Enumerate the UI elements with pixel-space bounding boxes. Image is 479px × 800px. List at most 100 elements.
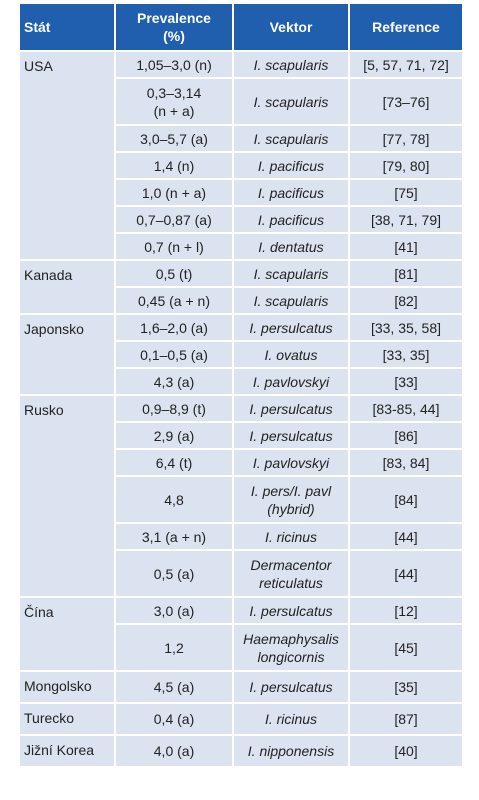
table-row: 0,7–0,87 (a) I. pacificus [38, 71, 79] [19,205,464,234]
state-cell: Turecko [18,702,116,736]
prevalence-cell: 4,8 [114,475,234,524]
vector-cell: I. pacificus [232,205,350,234]
prevalence-cell: 0,3–3,14 (n + a) [114,77,234,126]
prevalence-cell: 0,4 (a) [114,702,234,736]
vector-cell: I. persulcatus [232,596,350,625]
reference-cell: [75] [348,178,464,207]
table-row: 0,5 (a) Dermacentor reticulatus [44] [19,549,464,598]
prevalence-cell: 3,1 (a + n) [114,522,234,551]
table-row: Rusko 0,9–8,9 (t) I. persulcatus [83-85, 44… [18,394,464,598]
reference-cell: [86] [348,421,464,450]
reference-cell: [44] [348,522,464,551]
vector-cell: I. pavlovskyi [232,367,350,396]
table-row: Čína 3,0 (a) I. persulcatus [12] [18,596,464,672]
reference-cell: [83-85, 44] [348,394,464,423]
table-row: 3,0–5,7 (a) I. scapularis [77, 78] [19,124,464,153]
vector-cell: I. scapularis [232,286,350,315]
prevalence-cell: 0,7 (n + l) [114,232,234,261]
reference-cell: [41] [348,232,464,261]
vector-cell: I. pers/I. pavl (hybrid) [232,475,350,524]
header-cell: Stát [18,2,116,52]
prevalence-cell: 1,0 (n + a) [114,178,234,207]
table-row: 1,4 (n) I. pacificus [79, 80] [19,151,464,180]
table-row: 2,9 (a) I. persulcatus [86] [19,421,464,450]
table-row: 4,3 (a) I. pavlovskyi [33] [19,367,464,396]
reference-cell: [82] [348,286,464,315]
table-row: 0,3–3,14 (n + a) I. scapularis [73–76] [19,77,464,126]
vector-cell: I. scapularis [232,50,350,79]
state-cell: Mongolsko [18,670,116,704]
header-cell: Prevalence (%) [114,2,234,52]
vector-cell: I. ricinus [232,702,350,736]
prevalence-cell: 4,5 (a) [114,670,234,704]
reference-cell: [44] [348,549,464,598]
table-row: 4,8 I. pers/I. pavl (hybrid) [84] [19,475,464,524]
table-row: 1,0 (n + a) I. pacificus [75] [19,178,464,207]
state-cell: Japonsko [18,313,116,396]
state-cell: Kanada [18,259,116,315]
table-row: 0,1–0,5 (a) I. ovatus [33, 35] [19,340,464,369]
header-row: Stát Prevalence (%) Vektor Reference [18,2,464,52]
reference-cell: [77, 78] [348,124,464,153]
reference-cell: [84] [348,475,464,524]
vector-cell: I. scapularis [232,124,350,153]
prevalence-cell: 4,3 (a) [114,367,234,396]
vector-cell: I. scapularis [232,77,350,126]
vector-cell: I. pacificus [232,151,350,180]
prevalence-cell: 1,05–3,0 (n) [114,50,234,79]
reference-cell: [33, 35, 58] [348,313,464,342]
table-row: Mongolsko 4,5 (a) I. persulcatus [35] [18,670,464,704]
vector-cell: I. ricinus [232,522,350,551]
prevalence-cell: 0,5 (a) [114,549,234,598]
reference-cell: [87] [348,702,464,736]
state-cell: Čína [18,596,116,672]
prevalence-cell: 1,6–2,0 (a) [114,313,234,342]
table-row: Japonsko 1,6–2,0 (a) I. persulcatus [33, 35… [18,313,464,396]
table-row: Turecko 0,4 (a) I. ricinus [87] [18,702,464,736]
vector-cell: I. pavlovskyi [232,448,350,477]
prevalence-cell: 0,7–0,87 (a) [114,205,234,234]
vector-cell: I. scapularis [232,259,350,288]
reference-cell: [38, 71, 79] [348,205,464,234]
vector-cell: Dermacentor reticulatus [232,549,350,598]
prevalence-cell: 0,5 (t) [114,259,234,288]
prevalence-cell: 2,9 (a) [114,421,234,450]
vector-cell: I. dentatus [232,232,350,261]
vector-cell: Haemaphysalis longicornis [232,623,350,672]
vector-cell: I. ovatus [232,340,350,369]
vector-cell: I. persulcatus [232,421,350,450]
table-row: 0,7 (n + l) I. dentatus [41] [19,232,464,261]
header-cell: Reference [348,2,464,52]
table-row: 6,4 (t) I. pavlovskyi [83, 84] [19,448,464,477]
vector-cell: I. persulcatus [232,313,350,342]
reference-cell: [12] [348,596,464,625]
prevalence-cell: 3,0–5,7 (a) [114,124,234,153]
vector-cell: I. nipponensis [232,734,350,768]
vector-cell: I. pacificus [232,178,350,207]
reference-cell: [35] [348,670,464,704]
reference-cell: [45] [348,623,464,672]
table-row: 1,2 Haemaphysalis longicornis [45] [19,623,464,672]
reference-cell: [40] [348,734,464,768]
prevalence-cell: 0,45 (a + n) [114,286,234,315]
prevalence-cell: 0,1–0,5 (a) [114,340,234,369]
state-cell: USA [18,50,116,261]
prevalence-cell: 1,4 (n) [114,151,234,180]
state-cell: Rusko [18,394,116,598]
reference-cell: [33, 35] [348,340,464,369]
vector-cell: I. persulcatus [232,670,350,704]
prevalence-cell: 6,4 (t) [114,448,234,477]
state-cell: Jižní Korea [18,734,116,768]
prevalence-cell: 0,9–8,9 (t) [114,394,234,423]
reference-cell: [33] [348,367,464,396]
table-body: USA 1,05–3,0 (n) I. scapularis [5, 57, 71, … [18,50,464,768]
reference-cell: [5, 57, 71, 72] [348,50,464,79]
table-row: Kanada 0,5 (t) I. scapularis [81] [18,259,464,315]
data-table: Stát Prevalence (%) Vektor Reference USA 1,0… [18,2,464,768]
reference-cell: [83, 84] [348,448,464,477]
prevalence-cell: 1,2 [114,623,234,672]
reference-cell: [79, 80] [348,151,464,180]
table-row: 3,1 (a + n) I. ricinus [44] [19,522,464,551]
reference-cell: [73–76] [348,77,464,126]
